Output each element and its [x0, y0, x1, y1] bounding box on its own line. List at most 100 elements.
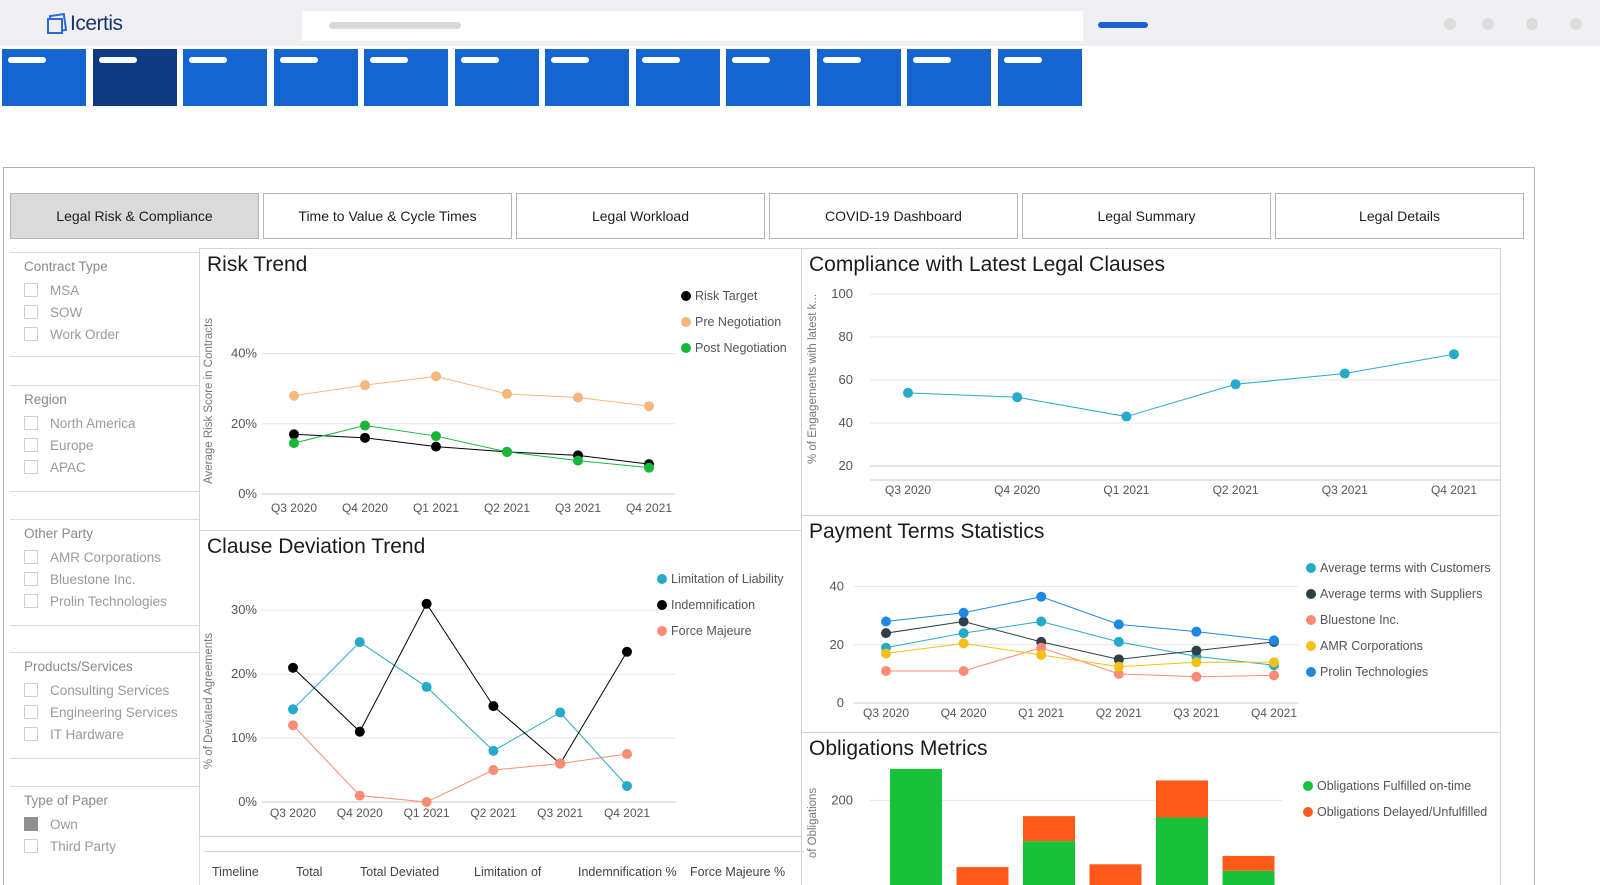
checkbox[interactable] — [24, 572, 38, 586]
filter-option[interactable]: North America — [24, 412, 199, 434]
data-point — [360, 420, 370, 431]
x-tick-label: Q4 2021 — [604, 806, 650, 820]
header-dot-icon[interactable] — [1570, 18, 1582, 30]
data-point — [431, 371, 441, 382]
legend-marker — [681, 343, 691, 353]
nav-tab[interactable] — [816, 49, 901, 106]
tab-time-to-value[interactable]: Time to Value & Cycle Times — [263, 193, 512, 239]
tab-legal-summary[interactable]: Legal Summary — [1022, 193, 1271, 239]
column-header[interactable]: Limitation of — [474, 865, 542, 879]
checkbox[interactable] — [24, 327, 38, 341]
checkbox[interactable] — [24, 416, 38, 430]
data-point — [644, 462, 654, 473]
filter-option[interactable]: Own — [24, 813, 199, 835]
column-header[interactable]: Timeline — [212, 865, 259, 879]
nav-tab[interactable] — [635, 49, 720, 106]
filter-option[interactable]: IT Hardware — [24, 723, 199, 745]
y-tick-label: 200 — [831, 792, 853, 807]
data-point — [1191, 626, 1202, 637]
header-dot-icon[interactable] — [1444, 18, 1456, 30]
top-bar: Icertis — [0, 0, 1600, 46]
tab-covid-19-dashboard[interactable]: COVID-19 Dashboard — [769, 193, 1018, 239]
data-point — [1036, 642, 1047, 653]
checkbox[interactable] — [24, 550, 38, 564]
checkbox[interactable] — [24, 683, 38, 697]
filter-option[interactable]: MSA — [24, 279, 199, 301]
filter-option-label: Consulting Services — [50, 682, 170, 698]
x-tick-label: Q4 2020 — [941, 706, 987, 720]
data-point — [360, 432, 370, 443]
bar-segment — [1023, 841, 1075, 885]
filter-option[interactable]: Work Order — [24, 323, 199, 345]
legend-marker — [681, 317, 691, 327]
x-tick-label: Q3 2020 — [271, 501, 317, 515]
nav-tab[interactable] — [726, 49, 810, 106]
legend-marker — [657, 600, 667, 610]
clause-deviation-chart: 0% 10% 20% 30% Q3 2020 Q4 2020 Q1 2021 Q2 2021 Q… — [203, 572, 784, 820]
y-tick-label: 20 — [830, 637, 844, 652]
filter-option[interactable]: Consulting Services — [24, 679, 199, 701]
filter-option[interactable]: Third Party — [24, 835, 199, 857]
nav-tab[interactable] — [2, 49, 86, 106]
data-point — [958, 628, 969, 639]
y-tick-label: 60 — [839, 372, 853, 387]
column-header[interactable]: Total Deviated — [360, 865, 440, 879]
tab-legal-risk-compliance[interactable]: Legal Risk & Compliance — [10, 193, 259, 239]
data-point — [1113, 654, 1124, 665]
checkbox[interactable] — [24, 438, 38, 452]
payment-terms-panel: Payment Terms Statistics 0 20 40 Q3 2020 Q4 … — [801, 515, 1501, 733]
tab-legal-workload[interactable]: Legal Workload — [516, 193, 765, 239]
data-point — [1113, 636, 1124, 647]
header-dot-icon[interactable] — [1482, 18, 1494, 30]
nav-tab-active[interactable] — [92, 49, 177, 106]
nav-tab[interactable] — [545, 49, 629, 106]
x-tick-label: Q1 2021 — [1018, 706, 1064, 720]
data-point — [488, 701, 499, 712]
filter-option[interactable]: Engineering Services — [24, 701, 199, 723]
nav-tab[interactable] — [997, 49, 1082, 106]
nav-tab[interactable] — [907, 49, 991, 106]
y-tick-label: 20% — [231, 416, 257, 431]
filter-option[interactable]: APAC — [24, 456, 199, 478]
checkbox[interactable] — [24, 705, 38, 719]
bar-segment — [890, 768, 942, 885]
x-tick-label: Q3 2020 — [885, 483, 931, 497]
checkbox[interactable] — [24, 594, 38, 608]
nav-tab[interactable] — [454, 49, 539, 106]
filter-title: Contract Type — [24, 259, 108, 274]
top-action-link[interactable] — [1098, 22, 1148, 28]
column-header[interactable]: Indemnification % — [578, 865, 677, 879]
checkbox[interactable] — [24, 839, 38, 853]
y-axis-label: % of Deviated Agreements — [203, 633, 215, 769]
filter-option[interactable]: AMR Corporations — [24, 546, 199, 568]
checkbox[interactable] — [24, 283, 38, 297]
dashboard-frame: Legal Risk & Compliance Time to Value & … — [3, 167, 1535, 885]
filter-title: Other Party — [24, 526, 94, 541]
data-point — [573, 455, 583, 466]
chart-title: Payment Terms Statistics — [809, 520, 1045, 543]
legend-label: Bluestone Inc. — [1320, 613, 1399, 627]
data-point — [288, 662, 298, 673]
filter-contract-type: Contract Type MSA SOW Work Order — [10, 252, 200, 357]
column-header[interactable]: Total — [296, 865, 323, 879]
nav-tab[interactable] — [183, 49, 267, 106]
checkbox[interactable] — [24, 305, 38, 319]
checkbox[interactable] — [24, 460, 38, 474]
checkbox[interactable] — [24, 727, 38, 741]
chart-title: Clause Deviation Trend — [207, 535, 426, 558]
checkbox-checked[interactable] — [24, 817, 38, 831]
filter-option[interactable]: Europe — [24, 434, 199, 456]
filter-option[interactable]: Prolin Technologies — [24, 590, 199, 612]
nav-tab[interactable] — [364, 49, 448, 106]
search-input[interactable] — [302, 11, 1083, 41]
data-point — [1269, 635, 1279, 646]
filter-option[interactable]: SOW — [24, 301, 199, 323]
tab-legal-details[interactable]: Legal Details — [1275, 193, 1524, 239]
filter-sidebar: Contract Type MSA SOW Work Order Region … — [10, 252, 200, 885]
filter-option[interactable]: Bluestone Inc. — [24, 568, 199, 590]
app-logo[interactable]: Icertis — [46, 10, 123, 38]
header-dot-icon[interactable] — [1526, 18, 1538, 30]
nav-tab[interactable] — [273, 49, 358, 106]
legend-label: Average terms with Customers — [1320, 561, 1491, 575]
column-header[interactable]: Force Majeure % — [690, 865, 786, 879]
